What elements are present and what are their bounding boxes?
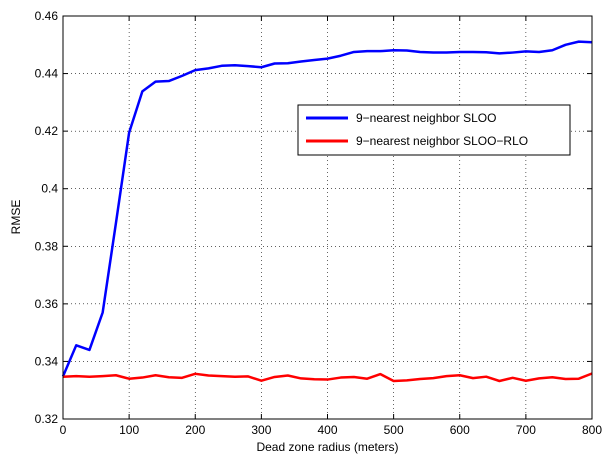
x-tick-label: 700 (516, 423, 536, 437)
x-tick-label: 200 (185, 423, 205, 437)
x-tick-label: 800 (582, 423, 602, 437)
axis-ticks (62, 15, 593, 420)
x-tick-label: 400 (317, 423, 337, 437)
series-line-sloo (61, 40, 593, 377)
x-axis-label: Dead zone radius (meters) (256, 440, 398, 454)
y-tick-label: 0.42 (35, 124, 59, 138)
tick-labels: 0 100 200 300 400 500 600 700 800 0.32 0.34 0.36 0.3… (35, 9, 603, 437)
legend-label-sloo: 9−nearest neighbor SLOO (356, 111, 496, 125)
legend-box (297, 104, 571, 156)
x-tick-label: 100 (119, 423, 139, 437)
legend-label-sloo-rlo: 9−nearest neighbor SLOO−RLO (356, 134, 528, 148)
y-tick-label: 0.46 (35, 9, 59, 23)
series-line-sloo-rlo (62, 372, 593, 383)
x-tick-label: 0 (60, 423, 67, 437)
y-axis-label: RMSE (9, 200, 23, 235)
series-layer (61, 40, 593, 383)
plot-area (63, 16, 592, 419)
y-tick-label: 0.34 (35, 354, 59, 368)
y-tick-label: 0.4 (41, 182, 58, 196)
legend: 9−nearest neighbor SLOO 9−nearest neighb… (297, 104, 571, 156)
x-tick-label: 500 (384, 423, 404, 437)
x-tick-label: 600 (450, 423, 470, 437)
y-tick-label: 0.38 (35, 239, 59, 253)
y-tick-label: 0.36 (35, 297, 59, 311)
y-tick-label: 0.32 (35, 412, 59, 426)
y-tick-label: 0.44 (35, 67, 59, 81)
grid-lines (63, 16, 592, 419)
x-tick-label: 300 (251, 423, 271, 437)
